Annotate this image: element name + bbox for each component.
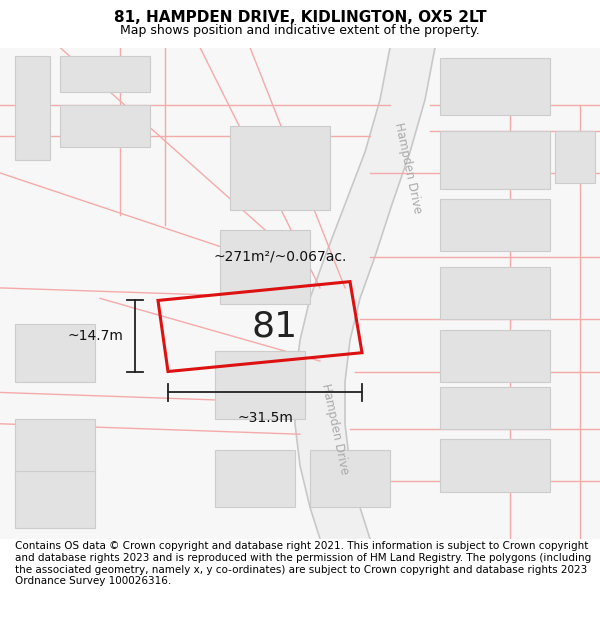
Bar (15, 419, 95, 476)
Text: 81: 81 (251, 309, 298, 344)
Text: Hampden Drive: Hampden Drive (319, 382, 351, 476)
Text: Contains OS data © Crown copyright and database right 2021. This information is : Contains OS data © Crown copyright and d… (15, 541, 591, 586)
Bar (440, 388, 550, 429)
Text: 81, HAMPDEN DRIVE, KIDLINGTON, OX5 2LT: 81, HAMPDEN DRIVE, KIDLINGTON, OX5 2LT (113, 11, 487, 26)
Bar (60, 56, 150, 92)
Bar (440, 439, 550, 492)
Text: Map shows position and indicative extent of the property.: Map shows position and indicative extent… (120, 24, 480, 37)
Bar (440, 58, 550, 116)
Bar (60, 105, 150, 147)
Text: Hampden Drive: Hampden Drive (392, 121, 424, 214)
Bar (310, 450, 390, 508)
Polygon shape (295, 48, 435, 539)
Bar (440, 330, 550, 382)
Bar (440, 199, 550, 251)
Bar (440, 131, 550, 189)
Text: ~271m²/~0.067ac.: ~271m²/~0.067ac. (214, 249, 347, 264)
Bar (15, 324, 95, 382)
Bar (440, 267, 550, 319)
Text: ~14.7m: ~14.7m (67, 329, 123, 343)
Bar (215, 351, 305, 419)
Bar (230, 126, 330, 209)
Bar (215, 450, 295, 508)
Text: ~31.5m: ~31.5m (237, 411, 293, 425)
Bar (555, 131, 595, 183)
Bar (15, 56, 50, 161)
Bar (15, 471, 95, 528)
Bar (220, 231, 310, 304)
